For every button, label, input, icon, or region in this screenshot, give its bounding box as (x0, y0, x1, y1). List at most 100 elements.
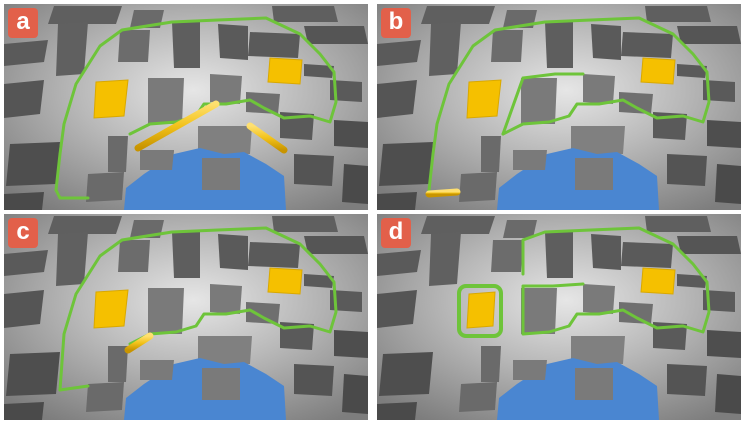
target-block (93, 289, 129, 329)
building (491, 240, 523, 272)
building (521, 78, 557, 124)
building (645, 6, 711, 22)
building (481, 346, 501, 382)
building (140, 360, 174, 380)
building (6, 142, 60, 186)
building (703, 290, 735, 312)
boundary-path (501, 72, 585, 136)
building (667, 154, 707, 186)
building (491, 30, 523, 62)
building (707, 330, 741, 358)
building (619, 302, 653, 324)
target-block (466, 291, 496, 329)
building (677, 274, 707, 288)
boundary-path (58, 226, 338, 392)
boundary-path (54, 16, 338, 192)
building (4, 402, 44, 420)
building (677, 64, 707, 78)
building (575, 368, 613, 400)
building (148, 78, 184, 124)
building (86, 172, 124, 202)
building (304, 26, 368, 44)
target-block (640, 57, 676, 85)
building (4, 40, 48, 66)
building (591, 24, 621, 60)
building (330, 290, 362, 312)
boundary-path (427, 16, 711, 192)
building (210, 74, 242, 104)
building (148, 288, 184, 334)
building (118, 30, 150, 62)
building (545, 232, 573, 278)
building (342, 164, 368, 204)
building (621, 32, 673, 58)
building (172, 232, 200, 278)
building (198, 336, 252, 364)
building (48, 6, 122, 24)
panel-a: a (4, 4, 368, 210)
building (521, 288, 557, 334)
building (56, 22, 88, 76)
building (571, 126, 625, 154)
panel-d: d (377, 214, 741, 420)
building (377, 80, 417, 118)
building (575, 158, 613, 190)
map-scene (4, 214, 368, 420)
building (677, 236, 741, 254)
building (645, 216, 711, 232)
building (4, 290, 44, 328)
building (677, 26, 741, 44)
panel-label-badge: b (381, 8, 411, 38)
building (294, 364, 334, 396)
building (377, 250, 421, 276)
building (198, 126, 252, 154)
building (619, 92, 653, 114)
building (334, 330, 368, 358)
building (4, 192, 44, 210)
boundary-path-tail (54, 188, 90, 200)
building (334, 120, 368, 148)
building (246, 302, 280, 324)
building (304, 274, 334, 288)
building (202, 158, 240, 190)
highlight-segment (124, 332, 154, 354)
building (342, 374, 368, 414)
building (246, 92, 280, 114)
panel-label-badge: a (8, 8, 38, 38)
building (294, 154, 334, 186)
building (481, 136, 501, 172)
target-block (466, 79, 502, 119)
building (304, 236, 368, 254)
building (48, 216, 122, 234)
building (421, 6, 495, 24)
building (459, 172, 497, 202)
panel-c: c (4, 214, 368, 420)
buildings (377, 216, 741, 420)
boundary-path (521, 226, 711, 336)
building (210, 284, 242, 314)
target-block (267, 57, 303, 85)
building (583, 74, 615, 104)
highlight-segment (425, 188, 461, 198)
building (172, 22, 200, 68)
building (421, 216, 495, 234)
building (377, 290, 417, 328)
building (583, 284, 615, 314)
building (707, 120, 741, 148)
building (108, 136, 128, 172)
highlight-segment (246, 122, 288, 154)
building (667, 364, 707, 396)
building (140, 150, 174, 170)
building (379, 142, 433, 186)
panel-label-badge: c (8, 218, 38, 248)
selection-outline (457, 284, 503, 338)
panel-label-badge: d (381, 218, 411, 248)
building (118, 240, 150, 272)
building (4, 80, 44, 118)
building (248, 32, 300, 58)
building (377, 402, 417, 420)
building (545, 22, 573, 68)
buildings (377, 6, 741, 210)
building (715, 164, 741, 204)
building (715, 374, 741, 414)
